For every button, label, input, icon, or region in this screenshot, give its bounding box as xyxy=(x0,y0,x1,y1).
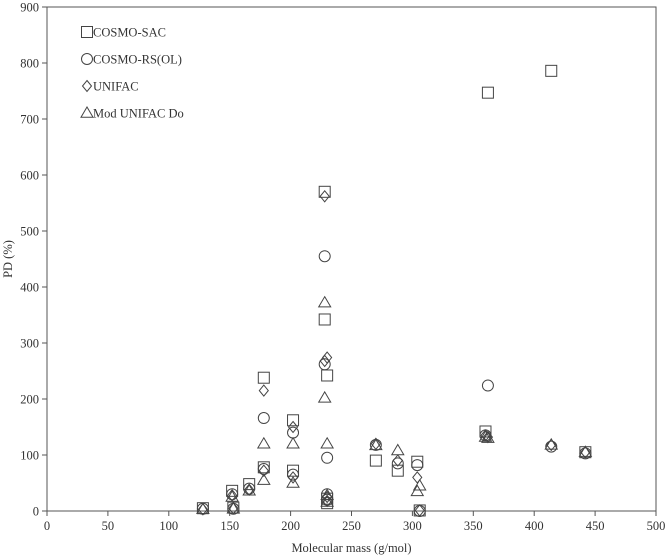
triangle-point xyxy=(317,390,332,403)
diamond-point xyxy=(287,471,299,484)
x-tick-label: 0 xyxy=(44,519,50,533)
triangle-point xyxy=(478,430,493,442)
y-tick-label: 800 xyxy=(20,57,39,71)
series-square xyxy=(196,64,592,517)
y-tick-label: 600 xyxy=(20,169,39,183)
x-axis-title: Molecular mass (g/mol) xyxy=(291,541,411,555)
square-point xyxy=(411,455,424,468)
circle-point xyxy=(411,459,424,472)
diamond-point xyxy=(414,504,425,517)
legend-triangle-icon xyxy=(80,106,94,118)
circle-point xyxy=(391,457,404,470)
square-point xyxy=(226,484,239,497)
circle-point xyxy=(226,488,239,501)
square-point xyxy=(287,414,300,427)
circle-point xyxy=(579,447,592,460)
diamond-point xyxy=(319,354,330,368)
legend-label: Mod UNIFAC Do xyxy=(93,107,184,121)
triangle-point xyxy=(320,436,335,449)
circle-point xyxy=(318,250,331,263)
circle-point xyxy=(257,412,270,425)
diamond-point xyxy=(412,471,423,484)
diamond-point xyxy=(287,420,299,434)
y-tick-label: 200 xyxy=(20,393,39,407)
x-tick-label: 150 xyxy=(220,519,239,533)
circle-point xyxy=(545,440,558,453)
triangle-point xyxy=(242,483,257,496)
legend-label: COSMO-RS(OL) xyxy=(93,53,182,67)
x-tick-label: 400 xyxy=(525,519,544,533)
triangle-point xyxy=(412,478,427,491)
y-tick-label: 0 xyxy=(33,505,39,519)
y-axis-title: PD (%) xyxy=(1,240,15,278)
square-point xyxy=(318,185,331,198)
y-tick-label: 700 xyxy=(20,113,39,127)
legend-label: COSMO-SAC xyxy=(93,26,166,40)
triangle-point xyxy=(256,436,271,449)
triangle-point xyxy=(578,445,593,457)
diamond-point xyxy=(321,351,333,364)
triangle-point xyxy=(317,295,332,308)
x-tick-label: 100 xyxy=(159,519,178,533)
triangle-point xyxy=(256,473,271,485)
x-tick-label: 500 xyxy=(647,519,666,533)
circle-point xyxy=(243,482,256,495)
triangle-point xyxy=(286,476,300,488)
diamond-point xyxy=(319,189,330,203)
square-point xyxy=(318,313,331,326)
triangle-point xyxy=(226,501,241,514)
x-tick-label: 450 xyxy=(586,519,605,533)
circle-point xyxy=(321,451,334,464)
y-axis: 0 100 200 300 400 500 600 700 800 900 xyxy=(20,1,47,519)
diamond-point xyxy=(228,501,239,515)
y-tick-label: 300 xyxy=(20,337,39,351)
square-point xyxy=(545,64,558,77)
diamond-point xyxy=(392,454,403,467)
legend-item: UNIFAC xyxy=(81,79,139,94)
y-tick-label: 500 xyxy=(20,225,39,239)
diamond-point xyxy=(258,384,269,397)
square-point xyxy=(257,371,270,384)
x-tick-label: 50 xyxy=(102,519,115,533)
triangle-point xyxy=(225,490,240,502)
triangle-point xyxy=(196,502,210,515)
triangle-point xyxy=(286,436,300,449)
triangle-point xyxy=(481,431,495,443)
legend-label: UNIFAC xyxy=(93,80,139,94)
triangle-point xyxy=(544,437,559,450)
triangle-point xyxy=(390,443,405,456)
legend-item: Mod UNIFAC Do xyxy=(80,106,184,121)
square-point xyxy=(321,369,334,382)
triangle-point xyxy=(320,488,335,501)
circle-point xyxy=(318,358,331,371)
square-point xyxy=(481,86,494,99)
triangle-point xyxy=(320,495,335,507)
square-point xyxy=(243,478,256,491)
legend-diamond-icon xyxy=(81,79,93,93)
legend-circle-icon xyxy=(81,53,93,65)
x-tick-label: 350 xyxy=(464,519,483,533)
circle-point xyxy=(287,468,300,481)
y-tick-label: 100 xyxy=(20,449,39,463)
circle-point xyxy=(481,379,494,392)
diamond-point xyxy=(258,464,269,477)
legend-item: COSMO-RS(OL) xyxy=(81,53,182,67)
legend-square-icon xyxy=(81,26,93,38)
square-point xyxy=(369,454,382,467)
legend: COSMO-SAC COSMO-RS(OL) UNIFAC Mod UNIFAC Do xyxy=(80,26,184,121)
legend-item: COSMO-SAC xyxy=(81,26,166,40)
square-point xyxy=(321,497,334,510)
x-axis: 0 50 100 150 200 250 300 350 400 450 500 xyxy=(44,511,666,533)
x-tick-label: 300 xyxy=(403,519,422,533)
x-tick-label: 200 xyxy=(281,519,300,533)
triangle-point xyxy=(368,438,383,451)
y-tick-label: 400 xyxy=(20,281,39,295)
series-triangle xyxy=(196,295,593,515)
data-marks xyxy=(196,64,593,517)
square-point xyxy=(391,464,404,477)
y-tick-label: 900 xyxy=(20,1,39,15)
x-tick-label: 250 xyxy=(342,519,361,533)
